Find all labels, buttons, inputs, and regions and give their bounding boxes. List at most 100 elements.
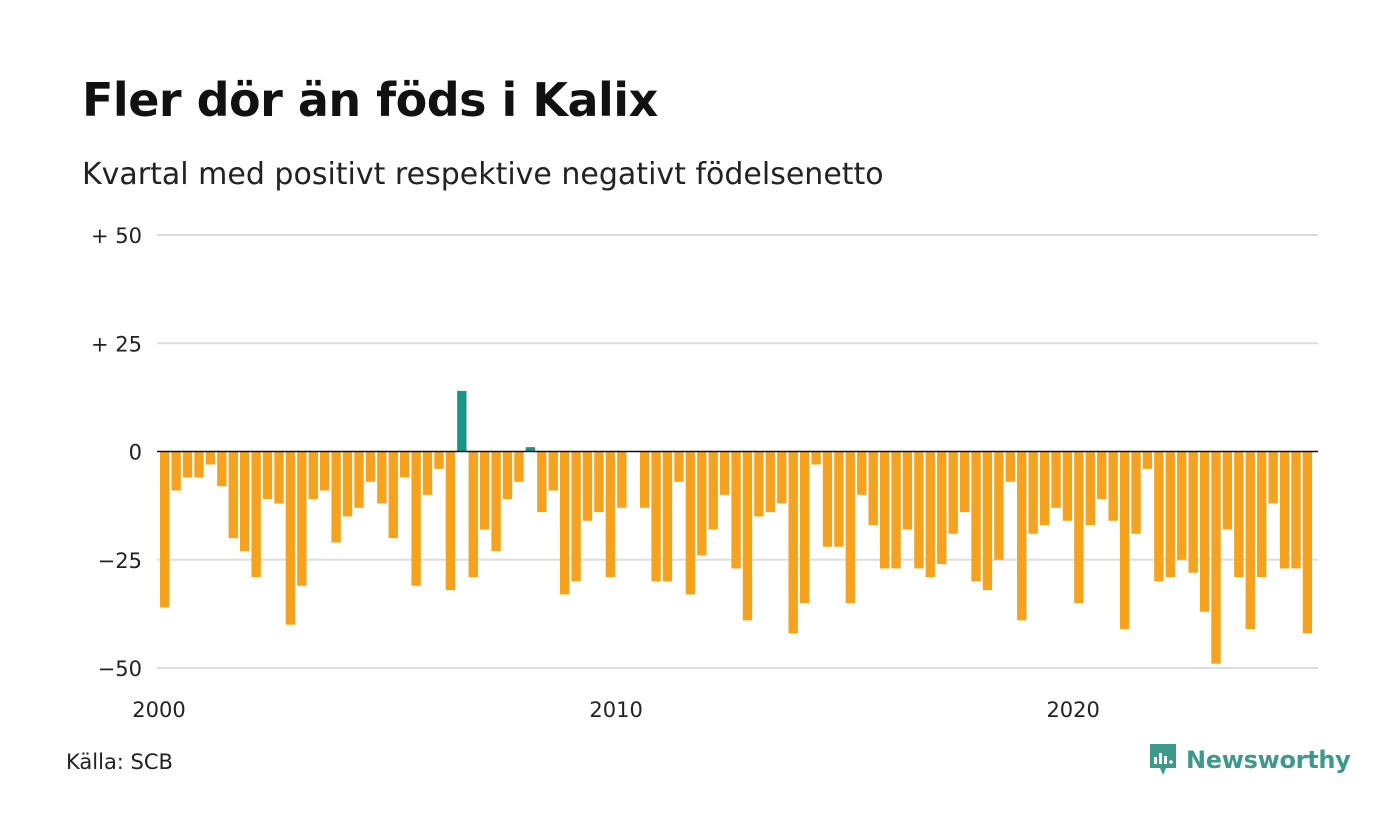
bar-negative: [639, 451, 650, 508]
bar-negative: [479, 451, 490, 530]
bar-negative: [959, 451, 970, 513]
bar-negative: [537, 451, 547, 513]
bar-negative: [1177, 451, 1187, 560]
bar-negative: [1097, 451, 1107, 500]
bar-negative: [651, 451, 661, 582]
bar-positive: [525, 447, 536, 452]
bar-negative: [331, 451, 341, 543]
bar-negative: [205, 451, 216, 465]
bar-negative: [948, 451, 958, 534]
bar-negative: [914, 451, 924, 569]
bar-negative: [891, 451, 901, 569]
bar-negative: [685, 451, 696, 595]
bar-negative: [811, 451, 821, 465]
bar-negative: [548, 451, 558, 491]
bar-negative: [262, 451, 273, 500]
bar-negative: [365, 451, 376, 482]
bar-negative: [388, 451, 398, 539]
bar-negative: [1165, 451, 1175, 578]
axes: + 50 + 25 0 −25 −50 2000 2010 2020: [91, 224, 1318, 722]
bar-negative: [228, 451, 238, 539]
y-tick-label: + 50: [91, 224, 142, 248]
bar-negative: [422, 451, 433, 495]
bar-negative: [377, 451, 387, 504]
bar-negative: [1222, 451, 1233, 530]
bar-negative: [708, 451, 718, 530]
bar-positive: [457, 390, 467, 452]
bar-negative: [994, 451, 1004, 560]
bar-negative: [1302, 451, 1313, 634]
bar-negative: [582, 451, 593, 521]
bar-negative: [1119, 451, 1130, 630]
bar-negative: [160, 451, 170, 608]
bar-negative: [285, 451, 296, 625]
bar-negative: [1291, 451, 1301, 569]
y-tick-label: −50: [98, 657, 142, 681]
x-tick-label: 2010: [589, 698, 642, 722]
bars: [160, 390, 1313, 664]
bar-negative: [697, 451, 707, 556]
chart-title: Fler dör än föds i Kalix: [82, 73, 658, 127]
newsworthy-logo-icon: [1150, 744, 1176, 775]
bar-negative: [1245, 451, 1255, 630]
bar-negative: [765, 451, 776, 513]
bar-negative: [468, 451, 478, 578]
bar-negative: [674, 451, 684, 482]
bar-negative: [1154, 451, 1164, 582]
bar-negative: [799, 451, 810, 604]
bar-negative: [845, 451, 856, 604]
bar-negative: [777, 451, 787, 504]
bar-negative: [1051, 451, 1061, 508]
bar-negative: [1234, 451, 1244, 578]
bar-negative: [742, 451, 753, 621]
bar-negative: [1017, 451, 1027, 621]
bar-negative: [1062, 451, 1073, 521]
bar-negative: [1108, 451, 1118, 521]
bar-negative: [297, 451, 307, 586]
bar-negative: [594, 451, 604, 513]
bar-negative: [320, 451, 330, 491]
bar-negative: [240, 451, 250, 552]
bar-negative: [662, 451, 673, 582]
bar-negative: [1142, 451, 1153, 469]
bar-chart: + 50 + 25 0 −25 −50 2000 2010 2020: [91, 224, 1318, 722]
bar-negative: [731, 451, 741, 569]
bar-negative: [902, 451, 913, 530]
bar-negative: [982, 451, 993, 591]
bar-negative: [354, 451, 364, 508]
y-tick-label: 0: [129, 441, 142, 465]
bar-negative: [868, 451, 878, 526]
bar-negative: [605, 451, 616, 578]
bar-negative: [571, 451, 581, 582]
bar-negative: [754, 451, 764, 517]
bar-negative: [251, 451, 261, 578]
bar-negative: [182, 451, 193, 478]
bar-negative: [400, 451, 410, 478]
bar-negative: [1268, 451, 1278, 504]
bar-negative: [822, 451, 833, 547]
bar-negative: [274, 451, 284, 504]
bar-negative: [1211, 451, 1221, 664]
bar-negative: [342, 451, 353, 517]
bar-negative: [194, 451, 204, 478]
bar-negative: [559, 451, 570, 595]
bar-negative: [491, 451, 501, 552]
x-tick-label: 2000: [132, 698, 185, 722]
bar-negative: [1131, 451, 1141, 534]
bar-negative: [788, 451, 798, 634]
bar-negative: [1188, 451, 1198, 573]
bar-negative: [1199, 451, 1210, 612]
bar-negative: [514, 451, 524, 482]
brand-logo[interactable]: Newsworthy: [1148, 742, 1351, 778]
bar-negative: [1028, 451, 1038, 534]
brand-name: Newsworthy: [1186, 746, 1351, 774]
y-tick-label: −25: [98, 549, 142, 573]
bar-negative: [879, 451, 890, 569]
bar-negative: [971, 451, 981, 582]
bar-negative: [411, 451, 421, 586]
y-tick-label: + 25: [91, 332, 142, 356]
bar-negative: [719, 451, 730, 495]
chart-subtitle: Kvartal med positivt respektive negativt…: [82, 157, 884, 192]
bar-negative: [1039, 451, 1050, 526]
bar-negative: [857, 451, 867, 495]
